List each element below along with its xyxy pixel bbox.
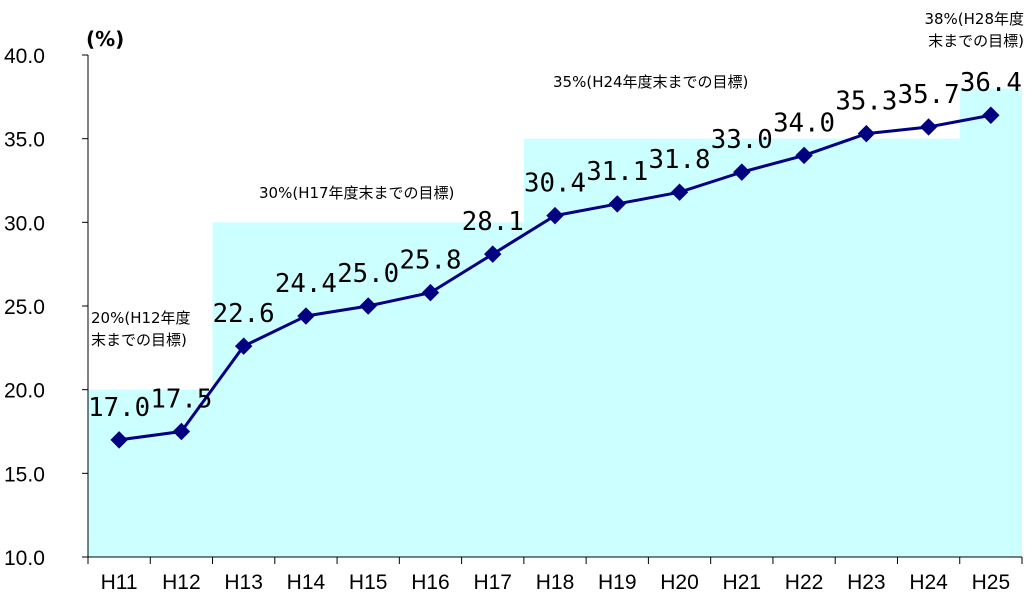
data-label: 24.4 bbox=[275, 269, 337, 299]
data-point bbox=[172, 422, 191, 441]
y-axis-unit-label: (%) bbox=[86, 27, 124, 51]
data-point bbox=[546, 206, 564, 225]
data-labels: 17.0 17.5 22.624.4 25.0 25.828.130.4 31.1 31.8… bbox=[88, 68, 1022, 423]
data-label: 17.0 bbox=[88, 393, 150, 423]
target-label: 35%(H24年度末までの目標) bbox=[553, 73, 748, 91]
data-point bbox=[110, 431, 128, 449]
target-area-2 bbox=[212, 222, 524, 558]
target-area-3 bbox=[523, 138, 960, 557]
y-axis-ticks: 10.0 15.0 20.0 25.0 30.0 35.0 40.0 bbox=[4, 45, 88, 570]
target-area-4 bbox=[959, 88, 1022, 557]
data-label: 17.5 bbox=[150, 385, 212, 415]
y-tick-label: 30.0 bbox=[4, 212, 45, 235]
y-tick-label: 35.0 bbox=[4, 129, 45, 152]
x-tick-label: H20 bbox=[660, 571, 699, 594]
target-label: 末までの目標) bbox=[928, 32, 1024, 50]
x-tick-label: H13 bbox=[224, 571, 263, 594]
data-label: 34.0 bbox=[773, 108, 835, 138]
x-tick-label: H16 bbox=[411, 571, 450, 594]
y-tick-label: 10.0 bbox=[4, 547, 45, 570]
data-label: 25.0 bbox=[337, 259, 399, 289]
x-tick-label: H21 bbox=[723, 571, 762, 594]
data-label: 31.1 bbox=[586, 157, 648, 187]
x-tick-label: H15 bbox=[349, 571, 388, 594]
x-tick-label: H23 bbox=[847, 571, 886, 594]
y-tick-label: 20.0 bbox=[4, 380, 45, 403]
target-label: 38%(H28年度 bbox=[924, 10, 1024, 28]
x-tick-label: H22 bbox=[785, 571, 824, 594]
y-tick-label: 15.0 bbox=[4, 463, 45, 486]
data-point bbox=[670, 183, 689, 201]
data-point bbox=[359, 297, 377, 315]
data-point bbox=[919, 118, 938, 136]
data-point bbox=[795, 146, 813, 165]
x-tick-label: H19 bbox=[598, 571, 637, 594]
data-label: 35.7 bbox=[898, 80, 960, 110]
x-tick-label: H17 bbox=[473, 571, 512, 594]
data-point bbox=[234, 337, 253, 355]
x-tick-label: H11 bbox=[101, 571, 138, 594]
target-label: 末までの目標) bbox=[91, 331, 187, 349]
x-tick-label: H18 bbox=[536, 571, 575, 594]
x-tick-label: H25 bbox=[972, 571, 1011, 594]
x-tick-label: H24 bbox=[909, 571, 948, 594]
data-point bbox=[857, 124, 876, 143]
series-line-group bbox=[110, 106, 1000, 449]
x-tick-label: H14 bbox=[287, 571, 326, 594]
target-label: 20%(H12年度 bbox=[91, 309, 191, 327]
data-label: 31.8 bbox=[649, 145, 711, 175]
data-point bbox=[733, 163, 751, 181]
data-label: 36.4 bbox=[960, 68, 1022, 98]
data-label: 22.6 bbox=[213, 299, 275, 329]
y-tick-label: 40.0 bbox=[4, 45, 45, 68]
data-point bbox=[608, 195, 626, 213]
target-label: 30%(H17年度末までの目標) bbox=[259, 184, 454, 202]
data-point bbox=[982, 106, 1000, 124]
target-labels: 20%(H12年度末までの目標)30%(H17年度末までの目標)35%(H24年… bbox=[91, 10, 1024, 349]
data-label: 33.0 bbox=[711, 125, 773, 155]
x-tick-label: H12 bbox=[162, 571, 201, 594]
x-axis-ticks: H11 H12 H13 H14 H15 H16 H17 H18 H19 H20 H21 H22 H23 H… bbox=[87, 557, 1023, 594]
data-label: 35.3 bbox=[835, 87, 897, 117]
data-point bbox=[484, 245, 502, 263]
data-label: 30.4 bbox=[524, 169, 586, 199]
data-label: 28.1 bbox=[462, 207, 524, 237]
data-point bbox=[421, 283, 440, 302]
data-label: 25.8 bbox=[399, 246, 461, 276]
data-point bbox=[297, 307, 315, 325]
y-tick-label: 25.0 bbox=[4, 296, 45, 319]
